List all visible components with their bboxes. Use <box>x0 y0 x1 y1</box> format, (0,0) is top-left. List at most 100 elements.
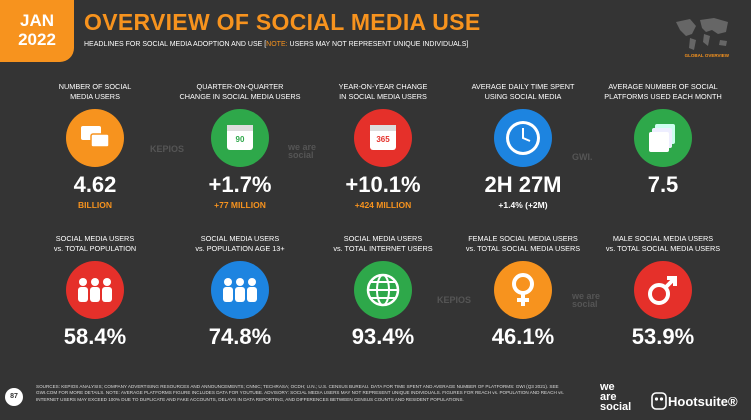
stat-label: SOCIAL MEDIA USERS vs. POPULATION AGE 13+ <box>170 234 310 254</box>
stat-label: AVERAGE DAILY TIME SPENT USING SOCIAL MED… <box>453 82 593 102</box>
section-label: GLOBAL OVERVIEW <box>684 53 729 58</box>
watermark: we are social <box>288 142 317 160</box>
stat-label: QUARTER-ON-QUARTER CHANGE IN SOCIAL MEDIA… <box>170 82 310 102</box>
stat-label-line: IN SOCIAL MEDIA USERS <box>339 92 427 101</box>
stat-icon: 365 <box>354 109 412 167</box>
watermark: KEPIOS <box>150 144 185 154</box>
icon-shape <box>368 281 398 299</box>
stat: SOCIAL MEDIA USERS vs. POPULATION AGE 13+… <box>170 234 310 350</box>
title: OVERVIEW OF SOCIAL MEDIA USE <box>84 9 481 35</box>
icon-shape <box>370 125 396 150</box>
stat-value: 93.4% <box>351 324 415 349</box>
stat-value: 2H 27M <box>484 172 562 197</box>
stat-value: 46.1% <box>491 324 555 349</box>
stat: FEMALE SOCIAL MEDIA USERS vs. TOTAL SOCIA… <box>453 234 593 350</box>
icon-shape <box>517 293 529 306</box>
icon-shape <box>235 287 245 302</box>
icon-shape <box>223 287 233 302</box>
icon-shape <box>102 287 112 302</box>
icon-text: 365 <box>376 135 390 144</box>
stat-label: YEAR-ON-YEAR CHANGE IN SOCIAL MEDIA USERS <box>313 82 453 102</box>
subtitle-note-label: NOTE: <box>266 41 288 48</box>
stat-icon: 90 <box>211 109 269 167</box>
stat-label-line: SOCIAL MEDIA USERS <box>343 234 423 243</box>
page-number: 87 <box>5 388 23 406</box>
stat-sublabel: +1.4% (+2M) <box>498 200 548 210</box>
stat-icon <box>494 261 552 319</box>
stat-label-line: QUARTER-ON-QUARTER <box>196 82 284 91</box>
stat-label-line: CHANGE IN SOCIAL MEDIA USERS <box>179 92 301 101</box>
stat-label: AVERAGE NUMBER OF SOCIAL PLATFORMS USED E… <box>593 82 733 102</box>
stat-label: SOCIAL MEDIA USERS vs. TOTAL POPULATION <box>25 234 165 254</box>
world-map <box>676 18 728 50</box>
stat-label-line: SOCIAL MEDIA USERS <box>200 234 280 243</box>
stat-icon <box>634 109 692 167</box>
stat-value: 74.8% <box>208 324 272 349</box>
stat-label-line: AVERAGE DAILY TIME SPENT <box>471 82 575 91</box>
logo-hootsuite: Hootsuite® <box>668 394 738 409</box>
stat: NUMBER OF SOCIAL MEDIA USERS 4.62 BILLION <box>25 82 165 210</box>
icon-shape <box>78 287 88 302</box>
icon-text: 90 <box>236 135 245 144</box>
icon-shape <box>91 278 99 286</box>
stat-value: +1.7% <box>208 172 272 197</box>
stat-label-line: MALE SOCIAL MEDIA USERS <box>612 234 714 243</box>
stat-label-line: vs. TOTAL SOCIAL MEDIA USERS <box>605 244 721 253</box>
stat: AVERAGE DAILY TIME SPENT USING SOCIAL MED… <box>453 82 593 210</box>
logo-we-are-social: we are social <box>600 381 631 413</box>
stat-sublabel: BILLION <box>78 200 112 210</box>
stat-label-line: vs. POPULATION AGE 13+ <box>195 244 285 253</box>
icon-circle <box>634 261 692 319</box>
subtitle-note: USERS MAY NOT REPRESENT UNIQUE INDIVIDUA… <box>287 41 469 48</box>
badge-year: 2022 <box>18 30 56 49</box>
watermark: we are social <box>572 291 601 309</box>
stat: QUARTER-ON-QUARTER CHANGE IN SOCIAL MEDIA… <box>170 82 310 210</box>
icon-shape <box>648 283 670 305</box>
stat-label-line: vs. TOTAL SOCIAL MEDIA USERS <box>465 244 581 253</box>
hootsuite-owl <box>651 392 667 410</box>
stat-label-line: vs. TOTAL INTERNET USERS <box>333 244 433 253</box>
stat: SOCIAL MEDIA USERS vs. TOTAL INTERNET USE… <box>313 234 453 350</box>
stat: AVERAGE NUMBER OF SOCIAL PLATFORMS USED E… <box>593 82 733 198</box>
stat-label: FEMALE SOCIAL MEDIA USERS vs. TOTAL SOCIA… <box>453 234 593 254</box>
stat-label-line: YEAR-ON-YEAR CHANGE <box>338 82 428 91</box>
icon-shape <box>236 278 244 286</box>
icon-shape <box>90 287 100 302</box>
stat-sublabel: +424 MILLION <box>354 200 412 210</box>
stat-label-line: MEDIA USERS <box>70 92 120 101</box>
stat-label-line: SOCIAL MEDIA USERS <box>55 234 135 243</box>
icon-shape <box>224 278 232 286</box>
subtitle: HEADLINES FOR SOCIAL MEDIA ADOPTION AND … <box>84 41 468 48</box>
watermark: GWI. <box>572 152 593 162</box>
stat-icon <box>66 109 124 167</box>
watermark: KEPIOS <box>437 295 472 305</box>
badge-month: JAN <box>19 11 54 30</box>
stat-label: SOCIAL MEDIA USERS vs. TOTAL INTERNET USE… <box>313 234 453 254</box>
icon-shape <box>247 287 257 302</box>
stat-label-line: NUMBER OF SOCIAL <box>58 82 132 91</box>
icon-shape <box>103 278 111 286</box>
stat-icon <box>354 261 412 319</box>
stat-label: MALE SOCIAL MEDIA USERS vs. TOTAL SOCIAL … <box>593 234 733 254</box>
logo-line: are <box>600 391 617 403</box>
stat-icon <box>494 109 552 167</box>
logo-line: we <box>600 381 615 393</box>
stat-value: 53.9% <box>631 324 695 349</box>
stat-icon <box>634 261 692 319</box>
stat: YEAR-ON-YEAR CHANGE IN SOCIAL MEDIA USERS… <box>313 82 453 210</box>
subtitle-main: HEADLINES FOR SOCIAL MEDIA ADOPTION AND … <box>84 41 267 48</box>
icon-circle <box>494 261 552 319</box>
date-badge: JAN 2022 <box>0 0 74 62</box>
stat-label-line: PLATFORMS USED EACH MONTH <box>604 92 722 101</box>
sources-note: SOURCES: KEPIOS ANALYSIS; COMPANY ADVERT… <box>36 384 564 402</box>
stat-value: +10.1% <box>345 172 421 197</box>
stat-value: 58.4% <box>63 324 127 349</box>
icon-shape <box>248 278 256 286</box>
icon-shape <box>90 133 110 148</box>
icon-shape <box>227 125 253 131</box>
stat-label-line: AVERAGE NUMBER OF SOCIAL <box>608 82 718 91</box>
stat: MALE SOCIAL MEDIA USERS vs. TOTAL SOCIAL … <box>593 234 733 350</box>
stat: SOCIAL MEDIA USERS vs. TOTAL POPULATION 58… <box>25 234 165 350</box>
icon-shape <box>227 125 253 150</box>
stat-icon <box>66 261 124 319</box>
